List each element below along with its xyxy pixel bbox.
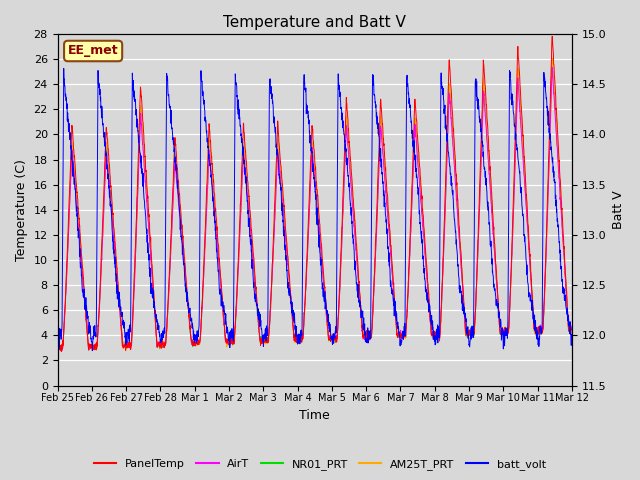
Title: Temperature and Batt V: Temperature and Batt V — [223, 15, 406, 30]
Text: EE_met: EE_met — [68, 45, 118, 58]
X-axis label: Time: Time — [300, 409, 330, 422]
Legend: PanelTemp, AirT, NR01_PRT, AM25T_PRT, batt_volt: PanelTemp, AirT, NR01_PRT, AM25T_PRT, ba… — [90, 455, 550, 474]
Y-axis label: Batt V: Batt V — [612, 191, 625, 229]
Y-axis label: Temperature (C): Temperature (C) — [15, 159, 28, 261]
